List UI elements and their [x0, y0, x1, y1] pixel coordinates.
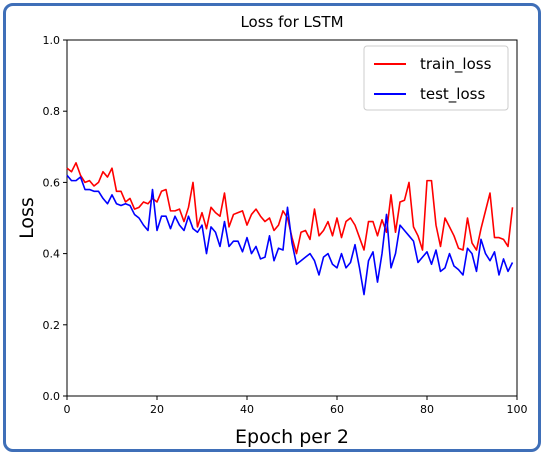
- y-tick-label: 0.0: [43, 390, 61, 403]
- y-tick-label: 0.8: [43, 105, 61, 118]
- x-tick-label: 60: [330, 403, 344, 416]
- y-axis-label: Loss: [16, 197, 38, 239]
- x-axis: 0 20 40 60 80 100: [64, 396, 528, 416]
- legend: train_loss test_loss: [363, 45, 509, 111]
- y-tick-label: 0.2: [43, 319, 61, 332]
- x-tick-label: 80: [420, 403, 434, 416]
- series-line-test-loss: [66, 174, 514, 296]
- x-tick-label: 0: [64, 403, 71, 416]
- chart-title: Loss for LSTM: [240, 13, 343, 31]
- y-axis: 0.0 0.2 0.4 0.6 0.8 1.0: [43, 34, 67, 403]
- legend-label-train-loss: train_loss: [420, 55, 492, 74]
- x-tick-label: 20: [150, 403, 164, 416]
- x-tick-label: 100: [507, 403, 528, 416]
- y-tick-label: 0.6: [43, 176, 61, 189]
- x-tick-label: 40: [240, 403, 254, 416]
- legend-label-test-loss: test_loss: [420, 85, 485, 104]
- y-tick-label: 1.0: [43, 34, 61, 47]
- series-lines: [66, 162, 514, 296]
- x-axis-label: Epoch per 2: [235, 426, 349, 448]
- y-tick-label: 0.4: [43, 248, 61, 261]
